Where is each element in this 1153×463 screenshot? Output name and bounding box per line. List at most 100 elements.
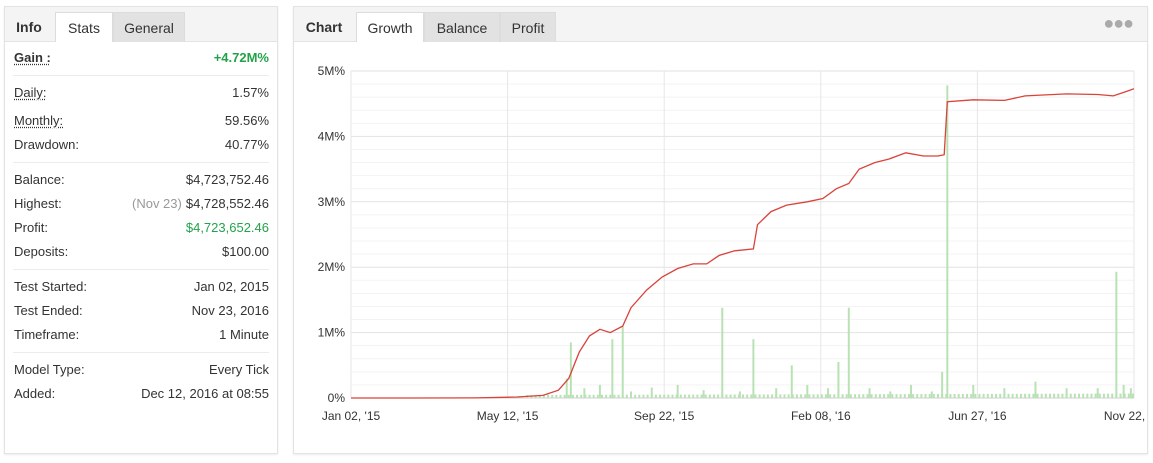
profit-bar [667,394,670,398]
highest-date: (Nov 23) [132,196,182,211]
daily-value: 1.57% [232,85,269,100]
growth-line [351,88,1135,399]
profit-bar [800,394,803,398]
profit-bar [974,393,977,398]
x-tick-label: Jun 27, '16 [948,409,1007,423]
profit-bar [953,393,956,398]
profit-bar [638,394,641,398]
highest-label: Highest: [14,196,62,211]
balance-value: $4,723,752.46 [185,172,269,187]
profit-bar [827,388,830,398]
profit-bar [659,394,662,398]
profit-bar [609,394,612,398]
profit-bar [746,394,749,398]
tab-profit[interactable]: Profit [500,12,556,42]
profit-bar [957,393,960,398]
more-horizontal-icon[interactable]: ●●● [1103,13,1134,33]
chart-grid [350,70,1135,399]
profit-bar [742,394,745,398]
left-tab-bar: Info Stats General [5,7,277,42]
profit-bar [1094,393,1097,398]
profit-bar [1107,393,1110,398]
profit-bar [849,394,852,398]
profit-bar [990,393,993,398]
profit-bar [961,393,964,398]
tab-growth[interactable]: Growth [356,12,424,42]
y-tick-label: 5M% [318,64,346,78]
profit-bar [729,394,732,398]
profit-bar [1028,393,1031,398]
profit-bar [584,394,587,398]
profit-bar [862,394,865,398]
profit-bar [683,394,686,398]
profit-bar [1119,393,1122,398]
profit-bar [868,388,871,398]
y-tick-label: 1M% [318,326,346,340]
gain-label[interactable]: Gain : [14,50,51,65]
profit-bar [1082,393,1085,398]
profit-bar [936,394,939,398]
profit-bar [559,394,562,398]
profit-bar [750,394,753,398]
tab-balance[interactable]: Balance [424,12,500,42]
profit-bar [870,394,873,398]
profit-bar [928,394,931,398]
profit-bar [613,394,616,398]
profit-bar [891,394,894,398]
profit-bar [895,394,898,398]
profit-bar [642,394,645,398]
tab-stats[interactable]: Stats [55,12,113,42]
profit-bar [766,394,769,398]
profit-bar [779,394,782,398]
profit-bar [1003,388,1006,398]
profit-bar [1024,393,1027,398]
monthly-label[interactable]: Monthly: [14,113,64,128]
x-tick-label: Feb 08, '16 [791,409,851,423]
timeframe-value: 1 Minute [219,327,269,342]
profit-value: $4,723,652.46 [185,220,269,235]
profit-bar [887,394,890,398]
profit-bar [596,394,599,398]
profit-bar [930,391,933,398]
profit-bar [1069,393,1072,398]
profit-bar [1102,393,1105,398]
added-row: Added: Dec 12, 2016 at 08:55 [13,382,269,406]
profit-bar [866,394,869,398]
profit-bar [824,394,827,398]
profit-bar [999,393,1002,398]
profit-bar [1098,393,1101,398]
test-started-value: Jan 02, 2015 [193,279,269,294]
profit-bar [1036,393,1039,398]
profit-bar [858,394,861,398]
tab-chart[interactable]: Chart [305,19,343,35]
tab-general[interactable]: General [113,12,185,42]
profit-bar [916,394,919,398]
profit-bar [949,393,952,398]
bar-series [526,85,1134,398]
profit-bar [845,394,848,398]
profit-bar [671,394,674,398]
profit-bar [551,394,554,398]
test-ended-label: Test Ended: [14,303,83,318]
gain-value: +4.72M% [213,50,269,65]
tab-info[interactable]: Info [16,19,42,35]
profit-bar [1007,393,1010,398]
profit-bar [1044,393,1047,398]
divider [13,352,269,353]
drawdown-label: Drawdown: [14,137,80,152]
profit-bar [700,394,703,398]
drawdown-value: 40.77% [224,137,269,152]
profit-bar [1111,393,1114,398]
model-type-value: Every Tick [209,362,269,377]
daily-label[interactable]: Daily: [14,85,47,100]
profit-bar [806,384,809,398]
profit-bar [1034,381,1037,398]
profit-bar [646,394,649,398]
gain-row: Gain : +4.72M% [13,46,269,70]
profit-bar [966,393,969,398]
profit-bar [1053,393,1056,398]
profit-bar [995,393,998,398]
highest-value: $4,728,552.46 [185,196,269,211]
balance-row: Balance: $4,723,752.46 [13,168,269,192]
profit-bar [675,394,678,398]
